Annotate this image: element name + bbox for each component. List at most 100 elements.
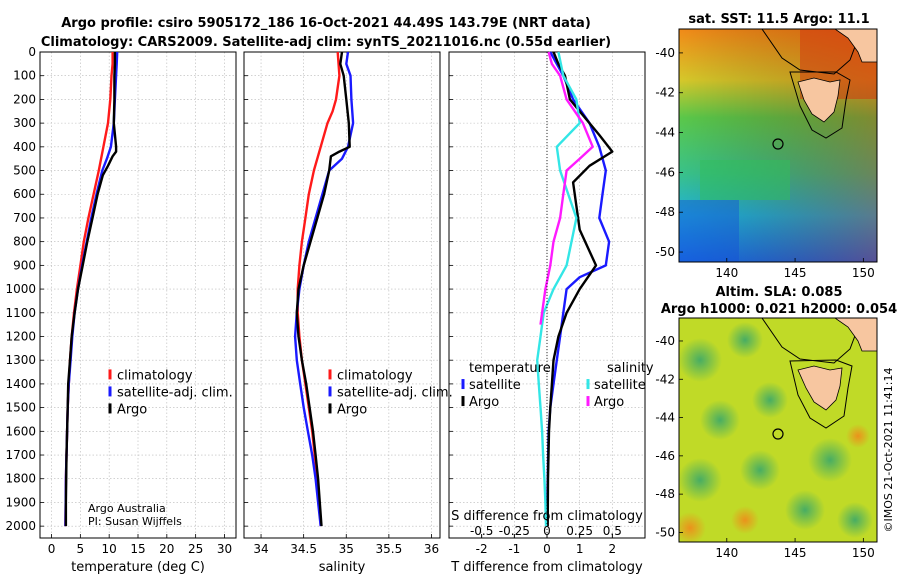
secondary-x-tick-label: 0.25 [566,524,593,538]
sla-eddy [727,322,763,358]
title-line-2: Climatology: CARS2009. Satellite-adj cli… [41,35,611,50]
sla-eddy [740,450,780,490]
x-tick-label: 5 [77,542,85,556]
y-tick-label: 1100 [5,306,36,320]
legend-label: Argo [469,395,499,410]
x-tick-label: 35.5 [376,542,403,556]
sst-tasmania [797,77,841,123]
sla-eddy [837,502,873,538]
y-tick-label: 800 [13,235,36,249]
x-axis-label: T difference from climatology [450,560,643,575]
legend-label: climatology [337,368,413,383]
sst-map-title: sat. SST: 11.5 Argo: 11.1 [688,12,869,27]
map-x-tick-label: 145 [784,266,807,280]
legend-label: Argo [594,395,624,410]
sla-bathy-contour-tas [789,359,853,429]
x-tick-label: 2 [609,542,617,556]
sst-mainland [834,29,877,63]
map-y-tick-label: -48 [655,205,675,219]
sla-tasmania [797,365,843,411]
series-line [64,52,118,527]
secondary-x-axis-label: S difference from climatology [451,509,643,524]
legend-label: climatology [117,368,193,383]
difference-panel-extras: temperature salinity satellite Argo satellit… [451,52,654,538]
map-y-tick-label: -42 [655,372,675,386]
secondary-x-tick-label: 0 [543,524,551,538]
map-y-tick-label: -46 [655,449,675,463]
series-line [295,51,351,527]
credit-line-2: PI: Susan Wijffels [88,515,182,528]
legend-label: satellite-adj. clim. [117,385,233,400]
x-tick-label: 30 [217,542,232,556]
x-axis-label: temperature (deg C) [71,560,205,575]
panel-frame [243,51,441,539]
sla-eddy [808,438,852,482]
secondary-x-tick-label: -0.25 [499,524,530,538]
sla-float-marker [772,428,784,440]
sla-mainland [834,318,877,352]
map-x-tick-label: 140 [715,266,738,280]
y-tick-label: 700 [13,211,36,225]
y-tick-label: 300 [13,116,36,130]
y-tick-label: 1300 [5,353,36,367]
sst-map: sat. SST: 11.5 Argo: 11.1 140 145 150 -40 -4… [655,12,878,280]
y-tick-label: 1400 [5,377,36,391]
x-tick-label: 25 [188,542,203,556]
x-tick-label: 10 [102,542,117,556]
legend-title-salinity: salinity [607,361,654,376]
x-tick-label: 1 [576,542,584,556]
y-tick-label: 2000 [5,519,36,533]
legend-label: satellite [594,378,646,393]
sla-map-title-2: Argo h1000: 0.021 h2000: 0.054 [661,302,897,317]
sla-map-title-1: Altim. SLA: 0.085 [716,285,843,300]
legend-label: satellite [469,378,521,393]
x-tick-label: 0 [543,542,551,556]
legend-title-temperature: temperature [469,361,551,376]
map-y-tick-label: -42 [655,86,675,100]
sla-eddy [679,338,722,382]
profile-panel-1: 0100200300400500600700800900100011001200… [5,45,237,575]
sst-bathy-contour-tas [789,71,851,139]
map-y-tick-label: -50 [655,245,675,259]
y-tick-label: 600 [13,187,36,201]
y-tick-label: 100 [13,69,36,83]
x-tick-label: 34.5 [290,542,317,556]
profile-panel-2: 34 34.5 35 35.5 36 salinity climatology satelli… [243,51,453,575]
legend-label: Argo [117,402,147,417]
x-tick-label: 35 [339,542,354,556]
x-tick-label: -1 [508,542,520,556]
sla-warm-eddy [731,506,759,534]
y-tick-label: 1600 [5,424,36,438]
y-tick-label: 200 [13,92,36,106]
sla-map: Altim. SLA: 0.085 Argo h1000: 0.021 h200… [655,285,897,560]
secondary-x-tick-label: -0.5 [470,524,493,538]
series-line [546,51,614,527]
sst-cold-patch [679,200,739,262]
sst-float-marker [772,138,784,150]
sst-map-frame [678,28,878,263]
map-x-tick-label: 150 [852,546,875,560]
secondary-x-tick-label: 0.5 [603,524,622,538]
sla-warm-eddy [846,424,870,448]
map-y-tick-label: -44 [655,411,675,425]
sla-eddy [700,400,740,440]
sla-eddy [785,490,825,530]
series-line [536,51,581,527]
map-y-tick-label: -48 [655,487,675,501]
y-tick-label: 1200 [5,329,36,343]
map-x-tick-label: 140 [715,546,738,560]
timestamp-stamp: ©IMOS 21-Oct-2021 11:41:14 [882,367,895,532]
x-tick-label: 15 [130,542,145,556]
map-y-tick-label: -40 [655,334,675,348]
y-tick-label: 1500 [5,401,36,415]
y-tick-label: 400 [13,140,36,154]
sla-map-frame [678,317,878,543]
map-y-tick-label: -50 [655,525,675,539]
series-line [539,51,594,325]
profile-panels: 0100200300400500600700800900100011001200… [5,45,646,575]
x-tick-label: 0 [48,542,56,556]
sst-map-ticks: 140 145 150 -40 -42 -44 -46 -48 -50 [655,46,874,280]
map-x-tick-label: 150 [852,266,875,280]
map-y-tick-label: -46 [655,165,675,179]
